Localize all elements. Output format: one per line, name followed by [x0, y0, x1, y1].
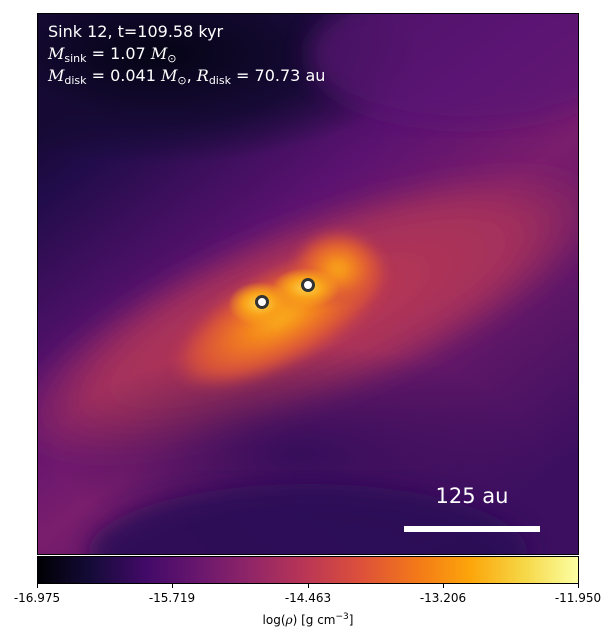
- colorbar-tick-label: -15.719: [148, 591, 196, 605]
- colorbar-tick: [308, 584, 309, 588]
- colorbar-tick-label: -14.463: [284, 591, 332, 605]
- upper-right-region: [308, 14, 578, 124]
- sink-mass-label: Msink = 1.07 M⊙: [48, 44, 177, 65]
- colorbar-tick: [443, 584, 444, 588]
- scale-bar: [404, 526, 540, 532]
- colorbar-tick-label: -16.975: [13, 591, 61, 605]
- disk-properties-label: Mdisk = 0.041 M⊙, Rdisk = 70.73 au: [48, 66, 326, 87]
- bottom-purple-region: [88, 484, 528, 554]
- colorbar-tick-label: -13.206: [419, 591, 467, 605]
- colorbar: [37, 556, 579, 584]
- colorbar-label: log(ρ) [g cm−3]: [262, 612, 354, 627]
- scale-bar-label: 125 au: [435, 484, 509, 508]
- sink-marker: [255, 295, 269, 309]
- colorbar-tick: [37, 584, 38, 588]
- colorbar-tick-label: -11.950: [554, 591, 602, 605]
- colorbar-tick: [578, 584, 579, 588]
- sink-marker: [301, 278, 315, 292]
- density-map-panel: Sink 12, t=109.58 kyr Msink = 1.07 M⊙ Md…: [37, 13, 579, 555]
- colorbar-tick: [172, 584, 173, 588]
- sink-time-label: Sink 12, t=109.58 kyr: [48, 22, 224, 41]
- density-map: [38, 14, 578, 554]
